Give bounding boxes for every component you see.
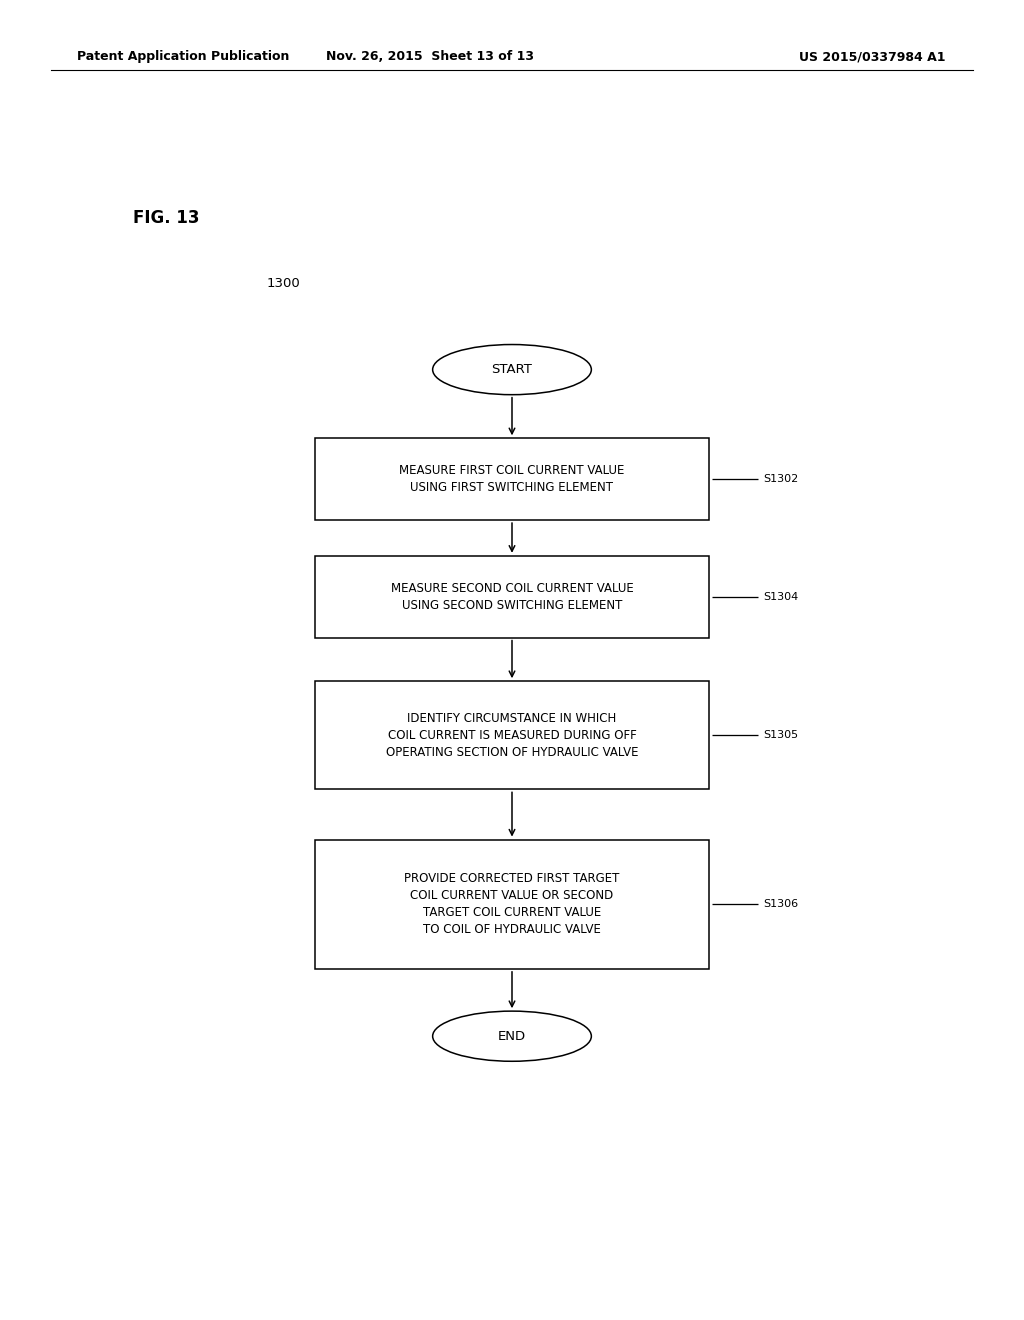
- Text: S1304: S1304: [764, 591, 799, 602]
- Text: S1302: S1302: [764, 474, 799, 484]
- Text: Patent Application Publication: Patent Application Publication: [77, 50, 289, 63]
- Text: END: END: [498, 1030, 526, 1043]
- Text: PROVIDE CORRECTED FIRST TARGET
COIL CURRENT VALUE OR SECOND
TARGET COIL CURRENT : PROVIDE CORRECTED FIRST TARGET COIL CURR…: [404, 873, 620, 936]
- Text: START: START: [492, 363, 532, 376]
- Text: S1305: S1305: [764, 730, 799, 741]
- Text: Nov. 26, 2015  Sheet 13 of 13: Nov. 26, 2015 Sheet 13 of 13: [326, 50, 535, 63]
- Text: S1306: S1306: [764, 899, 799, 909]
- Text: FIG. 13: FIG. 13: [133, 209, 200, 227]
- Text: US 2015/0337984 A1: US 2015/0337984 A1: [799, 50, 945, 63]
- Text: IDENTIFY CIRCUMSTANCE IN WHICH
COIL CURRENT IS MEASURED DURING OFF
OPERATING SEC: IDENTIFY CIRCUMSTANCE IN WHICH COIL CURR…: [386, 711, 638, 759]
- Text: MEASURE SECOND COIL CURRENT VALUE
USING SECOND SWITCHING ELEMENT: MEASURE SECOND COIL CURRENT VALUE USING …: [390, 582, 634, 611]
- Text: 1300: 1300: [266, 277, 300, 290]
- Text: MEASURE FIRST COIL CURRENT VALUE
USING FIRST SWITCHING ELEMENT: MEASURE FIRST COIL CURRENT VALUE USING F…: [399, 465, 625, 494]
